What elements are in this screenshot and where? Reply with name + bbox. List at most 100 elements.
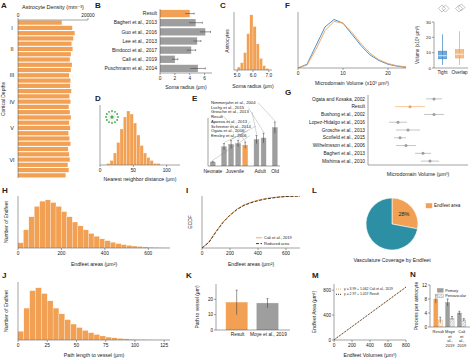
plot-area	[18, 21, 75, 178]
bar	[259, 58, 262, 70]
x-tick-label: 600	[384, 343, 392, 348]
x-tick-label: 400	[101, 251, 109, 256]
bar	[18, 42, 72, 46]
bar	[18, 147, 68, 151]
domain-icon	[438, 5, 449, 12]
error-cap	[202, 22, 203, 24]
bar	[18, 84, 70, 88]
bar	[30, 291, 36, 340]
x-tick-label: 6.0	[250, 73, 257, 78]
x-tick-label: 0	[99, 168, 102, 173]
legend-label: Cali et al., 2019	[264, 235, 293, 240]
bar	[18, 89, 71, 93]
bar	[94, 236, 99, 248]
bar	[110, 161, 113, 166]
y-tick-label: 0	[328, 338, 331, 343]
legend-label: Endfeet area	[434, 203, 461, 208]
domain-icon	[455, 4, 465, 12]
y-tick-label: 30	[426, 20, 431, 25]
x-axis	[100, 165, 180, 166]
error-cap	[194, 13, 195, 15]
leader-line	[238, 121, 250, 139]
bar	[18, 47, 73, 51]
x-tick-label: 400	[254, 251, 262, 256]
panel: ResultMoye et al., 201901020Path to vess…	[194, 284, 290, 337]
error-cap	[255, 135, 257, 136]
x-axis	[216, 330, 290, 331]
x-axis	[208, 166, 280, 167]
x-tick-label: 0	[159, 76, 162, 81]
bar	[117, 143, 120, 166]
point	[433, 113, 436, 116]
bar	[116, 244, 121, 248]
legend-label: Reduced area	[264, 241, 290, 246]
panel: 0200400600Endfeet areas (μm²)ECDFCali et…	[187, 196, 300, 267]
x-tick-label: 400	[366, 343, 374, 348]
y-axis-label: Number of Endfeet	[3, 289, 9, 332]
y-axis	[208, 118, 209, 166]
x-tick	[18, 248, 19, 250]
plot-area	[18, 200, 170, 248]
x-tick	[134, 340, 135, 342]
bar	[100, 336, 106, 340]
y-axis-label: Process per astrocyte	[413, 282, 419, 331]
x-tick	[174, 73, 175, 75]
y-axis-label: Endfeet Area (μm²)	[311, 290, 317, 333]
bar	[18, 121, 69, 125]
point	[433, 97, 436, 100]
icon-dot	[116, 119, 118, 121]
x-axis	[160, 73, 212, 74]
layer-label: II	[10, 46, 14, 52]
bar	[127, 245, 132, 248]
icon-dot	[106, 113, 108, 115]
x-axis	[18, 20, 88, 21]
bar	[240, 63, 243, 70]
legend-swatch	[256, 243, 262, 244]
bar	[18, 78, 71, 82]
bar	[137, 135, 140, 165]
y-axis	[160, 9, 161, 73]
plot-area	[434, 295, 466, 327]
bar	[110, 242, 115, 248]
panel-letter: G	[285, 88, 291, 97]
plot-area	[18, 288, 170, 340]
category-label: Ogata and Kosaka, 2002	[312, 97, 365, 102]
point	[429, 160, 432, 163]
y-tick	[332, 340, 334, 341]
bar	[18, 57, 70, 61]
bar	[53, 308, 59, 340]
bar	[18, 31, 75, 35]
x-tick	[298, 68, 299, 70]
box	[438, 51, 447, 59]
bar	[18, 126, 70, 130]
bar	[18, 52, 71, 56]
leader-line	[252, 112, 257, 135]
icon-dot	[111, 122, 113, 124]
bar	[244, 53, 247, 70]
y-tick	[214, 314, 216, 315]
y-axis	[434, 22, 435, 68]
icon-dot	[116, 113, 118, 115]
x-tick-label: 50	[74, 343, 80, 348]
legend-label: Primary	[445, 289, 458, 293]
category-label: Lee et al., 2013	[123, 38, 158, 44]
x-tick-label: 25	[45, 343, 51, 348]
category-label: Guo et al., 2016	[121, 29, 157, 35]
legend-swatch	[437, 288, 443, 292]
error-bar	[389, 122, 407, 123]
y-tick	[432, 22, 434, 23]
error-cap	[230, 140, 232, 141]
y-tick	[428, 313, 430, 314]
icon-dot	[108, 111, 110, 113]
category-label: Cali et al., 2019	[122, 56, 157, 62]
panel: 0200400600Endfeet areas (μm²)Number of E…	[3, 196, 170, 267]
x-axis-label: Path length to vessel (μm)	[64, 352, 125, 358]
y-tick-label: 20	[208, 297, 214, 302]
error-cap	[447, 299, 449, 300]
category-label: Result	[351, 104, 365, 109]
bar	[18, 115, 71, 119]
icon-diamond	[458, 4, 465, 11]
bar	[34, 206, 39, 248]
panel-letter: L	[312, 186, 317, 195]
bar	[132, 246, 137, 248]
